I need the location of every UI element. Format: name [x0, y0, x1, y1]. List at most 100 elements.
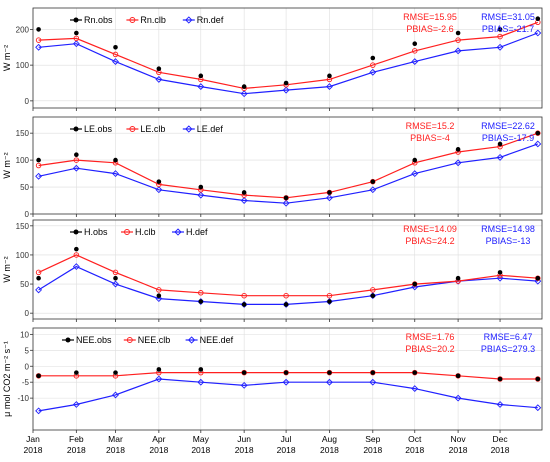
data-point — [113, 44, 118, 50]
data-point — [112, 280, 119, 288]
y-tick-label: 50 — [20, 280, 29, 289]
stats-def-pbias: PBIAS=279.3 — [481, 344, 535, 354]
data-point — [326, 194, 333, 202]
legend-marker — [185, 125, 193, 133]
x-tick-label-year: 2018 — [149, 445, 168, 455]
data-point — [455, 30, 461, 36]
y-tick-label: 150 — [16, 222, 30, 231]
panel-rn: 0 100 200 W m⁻² Rn.obs Rn.clb Rn.def RMSE=15.95… — [2, 7, 543, 111]
data-point — [535, 130, 541, 136]
data-point — [497, 141, 503, 147]
legend: LE.obs LE.clb LE.def — [70, 124, 223, 134]
legend-marker — [187, 336, 196, 344]
data-point — [327, 190, 332, 195]
legend: NEE.obs NEE.clb NEE.def — [62, 335, 234, 345]
data-point — [496, 43, 504, 51]
stats-def-rmse: RMSE=14.98 — [481, 224, 535, 234]
data-point — [112, 269, 119, 276]
data-point — [412, 48, 418, 54]
x-tick-label-month: Apr — [152, 434, 165, 444]
legend-label: H.obs — [84, 227, 108, 237]
data-point — [497, 27, 503, 32]
x-tick-label-year: 2018 — [449, 445, 468, 455]
x-tick-label-month: Mar — [108, 434, 123, 444]
data-point — [36, 157, 41, 163]
data-point — [535, 16, 541, 22]
stats: RMSE=15.95 PBIAS=-2.6 RMSE=31.05 PBIAS=-21.… — [403, 12, 535, 34]
data-point — [496, 401, 504, 408]
data-point — [370, 55, 376, 61]
legend-label: H.clb — [135, 227, 156, 237]
y-tick-label: 10 — [20, 330, 29, 339]
data-point — [370, 62, 376, 68]
data-point — [241, 292, 247, 299]
data-point — [241, 84, 247, 89]
data-point — [240, 90, 248, 98]
data-point — [35, 172, 43, 180]
y-tick-label: 100 — [16, 251, 30, 260]
data-point — [35, 43, 43, 51]
data-point — [73, 157, 80, 163]
y-axis-label: W m⁻² — [2, 152, 12, 178]
y-tick-label: -10 — [17, 394, 29, 403]
data-point — [198, 299, 204, 304]
x-tick-label-year: 2018 — [191, 445, 210, 455]
legend: Rn.obs Rn.clb Rn.def — [70, 15, 224, 25]
x-tick-label-month: May — [193, 434, 210, 444]
panel-frame — [32, 219, 543, 320]
y-tick-label: 50 — [20, 183, 29, 192]
data-point — [72, 40, 80, 48]
data-point — [412, 41, 418, 47]
legend-marker — [73, 17, 79, 23]
data-point — [326, 83, 333, 91]
y-tick-label: 150 — [16, 129, 30, 138]
data-point — [197, 191, 205, 199]
legend-marker — [126, 337, 133, 343]
legend-marker — [65, 337, 71, 343]
x-tick-label-month: Oct — [408, 434, 422, 444]
stats-clb-pbias: PBIAS=24.2 — [405, 236, 454, 246]
y-axis-label: W m⁻² — [2, 256, 12, 282]
data-point — [534, 29, 542, 37]
legend-label: NEE.clb — [138, 335, 171, 345]
data-point — [156, 367, 162, 372]
data-point — [35, 407, 43, 415]
x-tick-label-year: 2018 — [235, 445, 254, 455]
data-point — [74, 370, 79, 375]
data-point — [370, 370, 376, 375]
stats-clb-rmse: RMSE=15.2 — [406, 121, 455, 131]
series-rn-def — [35, 29, 542, 98]
legend-marker — [174, 228, 182, 236]
data-point — [283, 80, 289, 86]
series-nee-obs — [36, 367, 541, 382]
legend-label: LE.def — [197, 124, 224, 134]
data-point — [112, 391, 119, 399]
data-point — [283, 292, 289, 299]
data-point — [74, 30, 79, 36]
series-le-def — [35, 140, 542, 207]
stats-def-pbias: PBIAS=-17.9 — [482, 133, 534, 143]
data-point — [412, 281, 418, 287]
data-point — [113, 275, 118, 281]
data-point — [411, 385, 419, 392]
series-line — [38, 143, 539, 204]
x-tick-label-month: Dec — [492, 434, 508, 444]
data-point — [240, 381, 248, 389]
y-tick-label: 100 — [16, 61, 30, 70]
data-point — [534, 404, 542, 412]
data-point — [535, 376, 541, 382]
legend-marker — [129, 126, 136, 132]
data-point — [454, 159, 462, 167]
x-tick-label-month: Jul — [281, 434, 292, 444]
stats-clb-pbias: PBIAS=-2.6 — [406, 24, 453, 34]
data-point — [497, 376, 503, 382]
x-tick-label-year: 2018 — [320, 445, 339, 455]
data-point — [282, 86, 290, 94]
legend-label: Rn.def — [197, 15, 224, 25]
data-point — [282, 378, 290, 386]
x-tick-label-year: 2018 — [363, 445, 382, 455]
data-point — [327, 299, 332, 304]
data-point — [198, 367, 204, 372]
data-point — [113, 157, 118, 163]
